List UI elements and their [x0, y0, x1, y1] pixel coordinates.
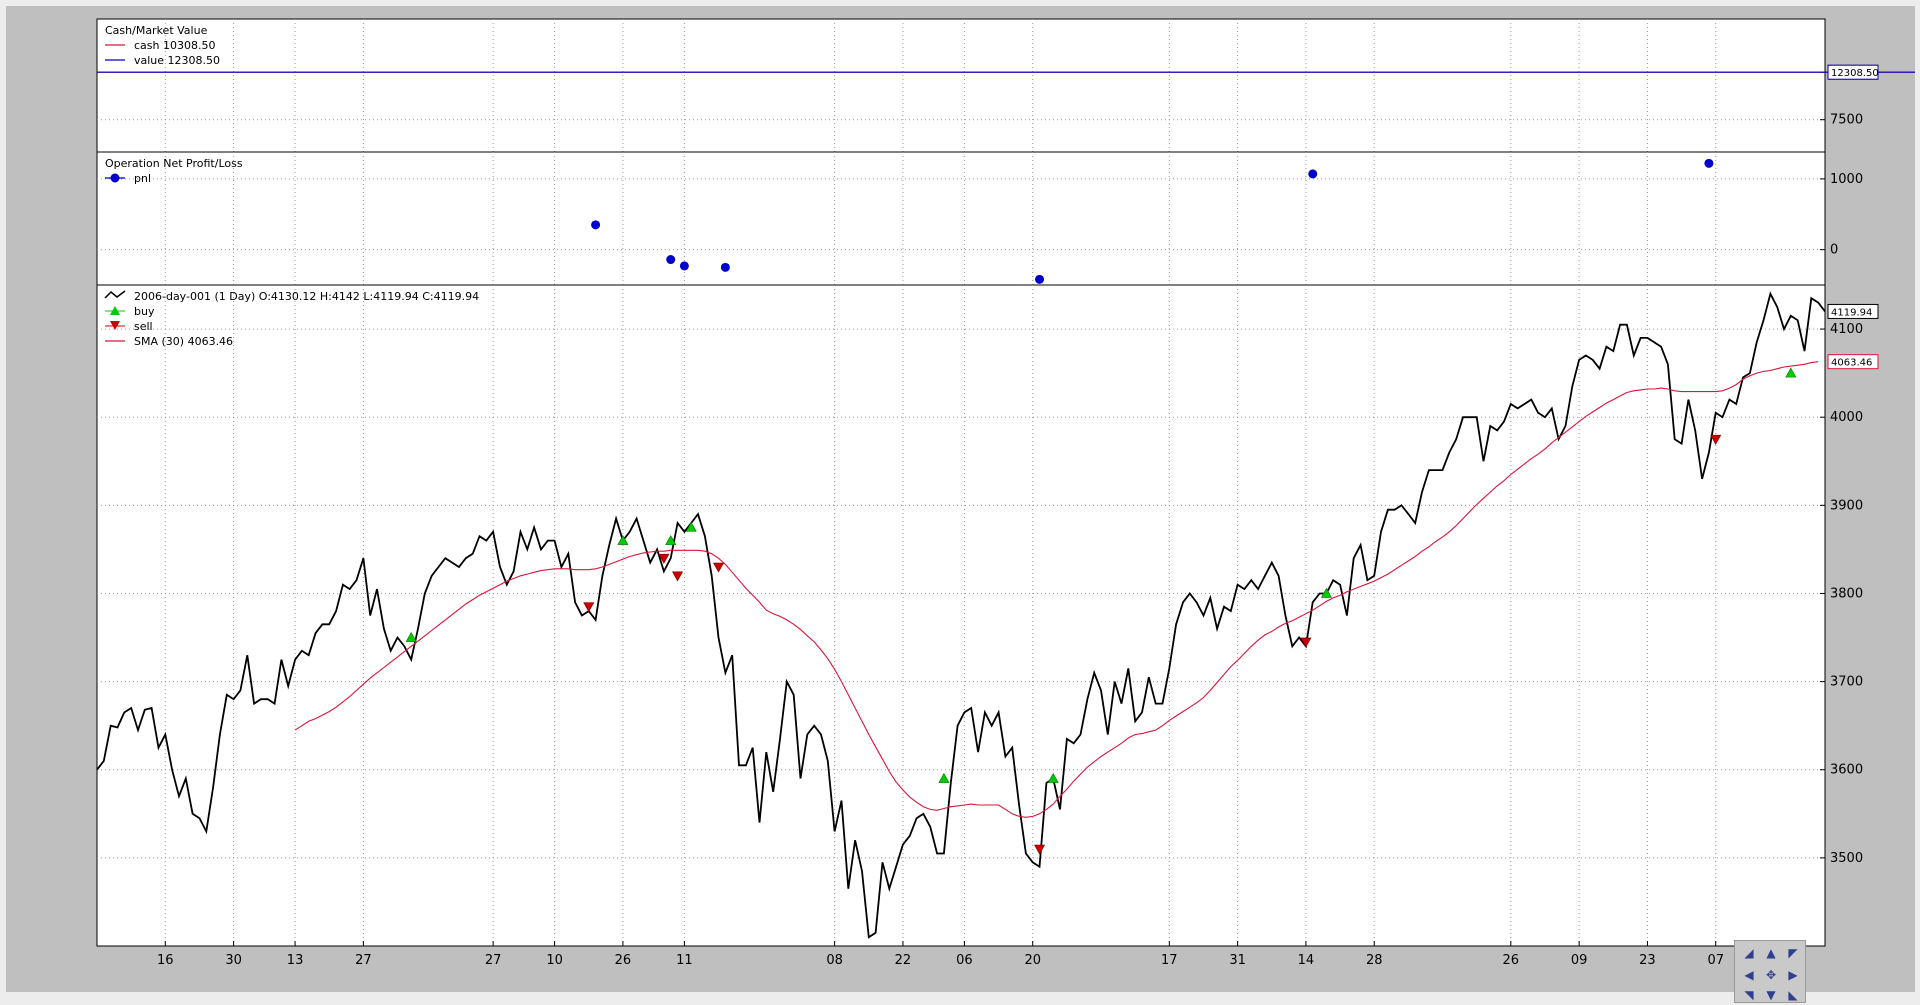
y-tick-label: 0 [1830, 243, 1838, 258]
y-tick-label: 4000 [1830, 410, 1863, 425]
buy-marker [1785, 367, 1797, 378]
zoom-out-icon[interactable]: ◤ [1788, 946, 1798, 960]
last-value-label: 4119.94 [1831, 307, 1872, 318]
zoom-in-lower-icon[interactable]: ◥ [1744, 988, 1754, 1002]
x-tick-label: 16 [157, 953, 174, 968]
plot-area [96, 151, 1826, 286]
series-line-0 [96, 291, 1826, 939]
pnl-point [1704, 158, 1714, 168]
series-line-1 [294, 361, 1819, 818]
x-tick-label: 31 [1229, 953, 1246, 968]
x-tick-label: 23 [1639, 953, 1656, 968]
legend-marker [110, 173, 120, 183]
x-tick-label: 09 [1571, 953, 1588, 968]
sell-marker [583, 602, 595, 613]
x-tick-label: 13 [287, 953, 304, 968]
legend-entry: value 12308.50 [134, 54, 220, 67]
x-tick-label: 17 [1161, 953, 1178, 968]
zoom-in-icon[interactable]: ◢ [1744, 946, 1754, 960]
buy-marker [405, 631, 417, 642]
plot-area [96, 18, 1826, 153]
legend-entry: buy [134, 305, 155, 318]
arrow-right-icon[interactable]: ▶ [1788, 968, 1798, 982]
legend-marker [110, 321, 120, 330]
y-tick-label: 3500 [1830, 851, 1863, 866]
x-tick-label: 06 [956, 953, 973, 968]
pnl-point [1035, 274, 1045, 284]
arrow-left-icon[interactable]: ◀ [1744, 968, 1754, 982]
arrow-up-icon[interactable]: ▲ [1766, 946, 1776, 960]
x-tick-label: 20 [1024, 953, 1041, 968]
y-tick-label: 3900 [1830, 498, 1863, 513]
legend-title: Cash/Market Value [105, 24, 208, 37]
buy-marker [685, 521, 697, 532]
x-tick-label: 27 [485, 953, 502, 968]
y-tick-label: 3700 [1830, 675, 1863, 690]
y-tick-label: 7500 [1830, 113, 1863, 128]
legend-marker [110, 306, 120, 315]
x-tick-label: 22 [895, 953, 912, 968]
buy-marker [665, 534, 677, 545]
buy-marker [938, 772, 950, 783]
x-tick-label: 08 [826, 953, 843, 968]
legend-entry: 2006-day-001 (1 Day) O:4130.12 H:4142 L:… [134, 290, 479, 303]
last-value-tag [1827, 303, 1879, 319]
buy-marker [1320, 587, 1332, 598]
panel-pnl: 0 1000 Operation Net Profit/Loss pnl [96, 151, 1863, 286]
panel-price: 3500 3600 3700 3800 3900 4000 4100 4119.94 4063.… [96, 284, 1879, 968]
last-value-tag [1827, 64, 1879, 80]
x-tick-label: 26 [1503, 953, 1520, 968]
legend-title: Operation Net Profit/Loss [105, 157, 243, 170]
legend-entry: SMA (30) 4063.46 [134, 335, 233, 348]
buy-marker [1047, 772, 1059, 783]
y-tick-label: 4100 [1830, 322, 1863, 337]
legend-entry: cash 10308.50 [134, 39, 215, 52]
x-tick-label: 30 [225, 953, 242, 968]
x-tick-label: 11 [676, 953, 693, 968]
x-tick-label: 14 [1298, 953, 1315, 968]
pnl-point [679, 261, 689, 271]
navigation-toolbar: ◢ ▲ ◤ ◀ ✥ ▶ ◥ ▼ ◣ [1734, 940, 1806, 1003]
y-tick-label: 3800 [1830, 586, 1863, 601]
x-tick-label: 27 [355, 953, 372, 968]
last-value-label: 4063.46 [1831, 358, 1872, 369]
sell-marker [658, 553, 670, 564]
x-tick-label: 07 [1707, 953, 1724, 968]
pnl-point [1308, 169, 1318, 179]
legend-entry: pnl [134, 172, 151, 185]
sell-marker [1710, 434, 1722, 445]
last-value-tag [1827, 354, 1879, 370]
zoom-out-lower-icon[interactable]: ◣ [1788, 988, 1798, 1002]
move-icon[interactable]: ✥ [1765, 968, 1777, 982]
legend-entry: sell [134, 320, 153, 333]
sell-marker [1300, 637, 1312, 648]
legend-line [104, 290, 126, 299]
sell-marker [713, 562, 725, 573]
sell-marker [672, 571, 684, 582]
pnl-point [666, 255, 676, 265]
pnl-point [720, 262, 730, 272]
pnl-point [591, 220, 601, 230]
sell-marker [1034, 844, 1046, 855]
last-value-label: 12308.50 [1831, 68, 1879, 79]
y-tick-label: 1000 [1830, 172, 1863, 187]
x-tick-label: 26 [615, 953, 632, 968]
y-tick-label: 3600 [1830, 763, 1863, 778]
plot-area [96, 284, 1826, 947]
x-tick-label: 10 [546, 953, 563, 968]
x-tick-label: 28 [1366, 953, 1383, 968]
arrow-down-icon[interactable]: ▼ [1766, 988, 1776, 1002]
buy-marker [617, 534, 629, 545]
